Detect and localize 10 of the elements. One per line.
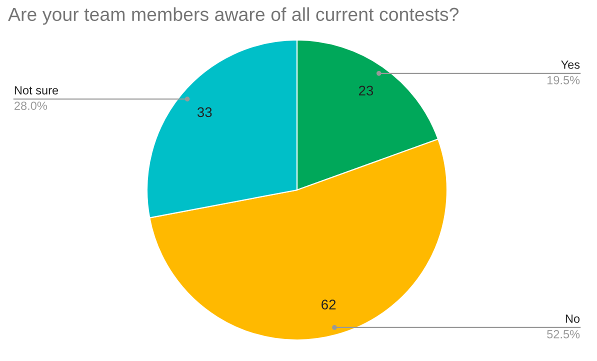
slice-label: Not sure xyxy=(14,86,58,94)
text: 28.0% xyxy=(14,102,48,110)
slice-label: Yes xyxy=(561,60,580,69)
data-label: 23 xyxy=(358,86,374,96)
slice-label: No xyxy=(566,314,580,323)
chart-title: Are your team members aware of all current contests? xyxy=(8,7,459,25)
text: 52.5% xyxy=(547,330,580,338)
data-label: 33 xyxy=(197,107,212,118)
text: 19.5% xyxy=(547,76,580,84)
data-label: 62 xyxy=(322,300,336,310)
